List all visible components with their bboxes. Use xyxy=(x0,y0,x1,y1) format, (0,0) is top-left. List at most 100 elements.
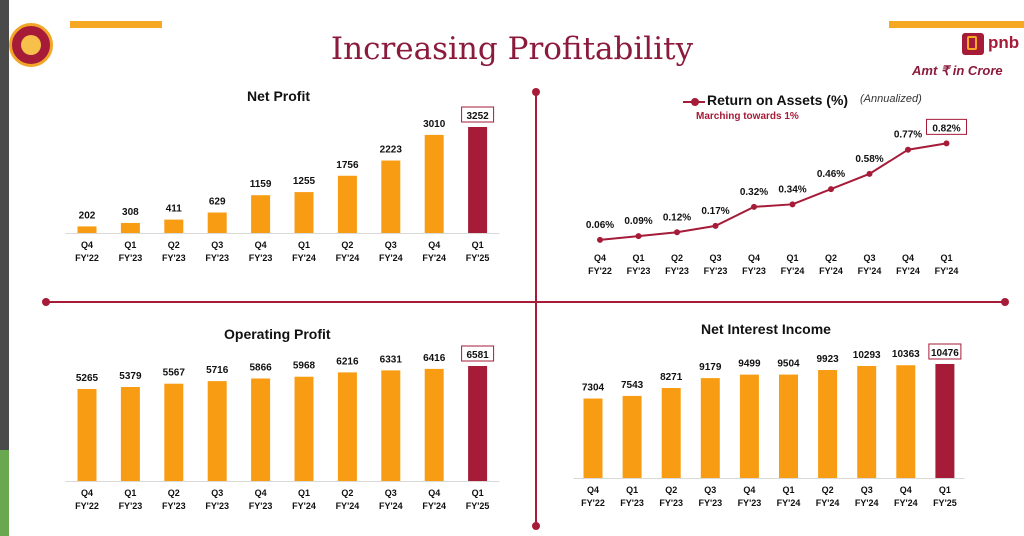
roa-data-label: 0.46% xyxy=(817,169,845,180)
net-interest-income-tick-label: Q1 xyxy=(782,485,794,495)
net-interest-income-highlight-box xyxy=(928,343,962,360)
operating-profit-data-label: 6216 xyxy=(336,356,359,367)
operating-profit-tick-label: Q4 xyxy=(255,488,267,498)
window-edge-accent xyxy=(0,450,9,536)
net-interest-income-data-label: 7543 xyxy=(621,380,644,391)
operating-profit-tick-label: FY'23 xyxy=(205,501,229,511)
operating-profit-data-label: 5968 xyxy=(293,361,316,372)
net-profit-bar xyxy=(164,219,184,233)
roa-tick-label: FY'22 xyxy=(588,266,612,276)
roa-data-label: 0.06% xyxy=(586,220,614,231)
net-profit-tick-label: Q3 xyxy=(385,240,397,250)
net-profit-bar xyxy=(77,226,97,233)
net-profit-tick-label: Q3 xyxy=(211,240,223,250)
roa-point xyxy=(712,222,719,229)
operating-profit-bar xyxy=(381,370,401,481)
net-interest-income-tick-label: FY'23 xyxy=(620,498,644,508)
net-interest-income-bar xyxy=(935,364,955,478)
net-interest-income-tick-label: Q1 xyxy=(626,485,638,495)
net-interest-income-tick-label: Q4 xyxy=(900,485,912,495)
quadrant-divider-vertical xyxy=(535,92,537,526)
operating-profit-tick-label: Q4 xyxy=(428,488,440,498)
net-profit-bar xyxy=(120,222,140,233)
net-interest-income-bar xyxy=(661,387,681,478)
net-profit-tick-label: FY'24 xyxy=(336,253,360,263)
net-interest-income-tick-label: Q1 xyxy=(939,485,951,495)
net-profit-data-label: 1159 xyxy=(250,179,272,190)
operating-profit-data-label: 5866 xyxy=(249,362,272,373)
roa-tick-label: FY'23 xyxy=(704,266,728,276)
net-interest-income-bar xyxy=(583,398,603,478)
net-profit-tick-label: FY'24 xyxy=(379,253,403,263)
net-interest-income-tick-label: FY'24 xyxy=(894,498,918,508)
roa-tick-label: Q1 xyxy=(786,253,798,263)
pnb-logo-text: pnb xyxy=(988,33,1020,52)
roa-tick-label: Q1 xyxy=(632,253,644,263)
operating-profit-data-label: 6581 xyxy=(466,350,489,361)
operating-profit-tick-label: Q2 xyxy=(168,488,180,498)
roa-tick-label: Q3 xyxy=(709,253,721,263)
roa-point xyxy=(905,146,911,153)
roa-point xyxy=(943,140,950,147)
roa-tick-label: FY'24 xyxy=(781,266,805,276)
operating-profit-bar xyxy=(207,381,227,481)
operating-profit-bar xyxy=(294,376,314,481)
roa-point xyxy=(866,170,873,177)
net-profit-data-label: 1255 xyxy=(293,176,316,187)
roa-data-label: 0.09% xyxy=(624,216,652,227)
roa-tick-label: FY'23 xyxy=(665,266,689,276)
roa-point xyxy=(751,203,757,210)
roa-tick-label: FY'24 xyxy=(896,266,920,276)
operating-profit-bar xyxy=(164,383,184,481)
net-interest-income-tick-label: FY'23 xyxy=(659,498,683,508)
net-interest-income-bar xyxy=(622,395,642,478)
operating-profit-title: Operating Profit xyxy=(224,326,331,342)
roa-data-label: 0.34% xyxy=(778,184,806,195)
operating-profit-bar xyxy=(251,378,271,481)
divider-dot xyxy=(42,298,50,306)
pnb-logo-icon xyxy=(962,33,984,55)
page-title: Increasing Profitability xyxy=(330,31,694,67)
divider-dot xyxy=(532,88,540,96)
net-profit-data-label: 3010 xyxy=(423,119,446,130)
net-interest-income-data-label: 10363 xyxy=(892,349,920,360)
net-profit-data-label: 3252 xyxy=(466,111,489,122)
net-interest-income-data-label: 8271 xyxy=(660,372,683,383)
operating-profit-bar xyxy=(120,387,140,481)
roa-legend-note: (Annualized) xyxy=(860,93,922,105)
roa-data-label: 0.82% xyxy=(932,123,960,134)
net-profit-tick-label: FY'24 xyxy=(422,253,446,263)
net-interest-income-tick-label: FY'24 xyxy=(855,498,879,508)
net-profit-bar xyxy=(337,175,357,233)
net-profit-data-label: 2223 xyxy=(380,145,403,156)
roa-tick-label: FY'24 xyxy=(858,266,882,276)
net-interest-income-tick-label: FY'22 xyxy=(581,498,605,508)
operating-profit-highlight-box xyxy=(461,345,495,362)
net-profit-data-label: 308 xyxy=(122,207,139,218)
net-profit-highlight-box xyxy=(461,106,495,123)
net-profit-bar xyxy=(294,192,314,233)
net-profit-data-label: 1756 xyxy=(336,160,359,171)
net-profit-bar xyxy=(207,212,227,233)
operating-profit-tick-label: FY'23 xyxy=(162,501,186,511)
operating-profit-tick-label: FY'23 xyxy=(119,501,143,511)
net-profit-tick-label: FY'23 xyxy=(249,253,273,263)
net-interest-income-bar xyxy=(818,370,838,478)
roa-data-label: 0.58% xyxy=(855,154,883,165)
net-interest-income-data-label: 7304 xyxy=(582,383,605,394)
operating-profit-tick-label: Q3 xyxy=(211,488,223,498)
operating-profit-bar xyxy=(468,366,488,481)
roa-point xyxy=(828,186,834,193)
net-interest-income-bar xyxy=(700,378,720,478)
divider-dot xyxy=(532,522,540,530)
net-profit-bar xyxy=(251,195,271,233)
net-profit-data-label: 629 xyxy=(209,196,226,207)
operating-profit-bar xyxy=(77,388,97,481)
operating-profit-tick-label: Q2 xyxy=(341,488,353,498)
net-interest-income-title: Net Interest Income xyxy=(701,321,831,337)
operating-profit-tick-label: FY'24 xyxy=(379,501,403,511)
net-profit-tick-label: FY'23 xyxy=(205,253,229,263)
net-profit-tick-label: Q1 xyxy=(124,240,136,250)
